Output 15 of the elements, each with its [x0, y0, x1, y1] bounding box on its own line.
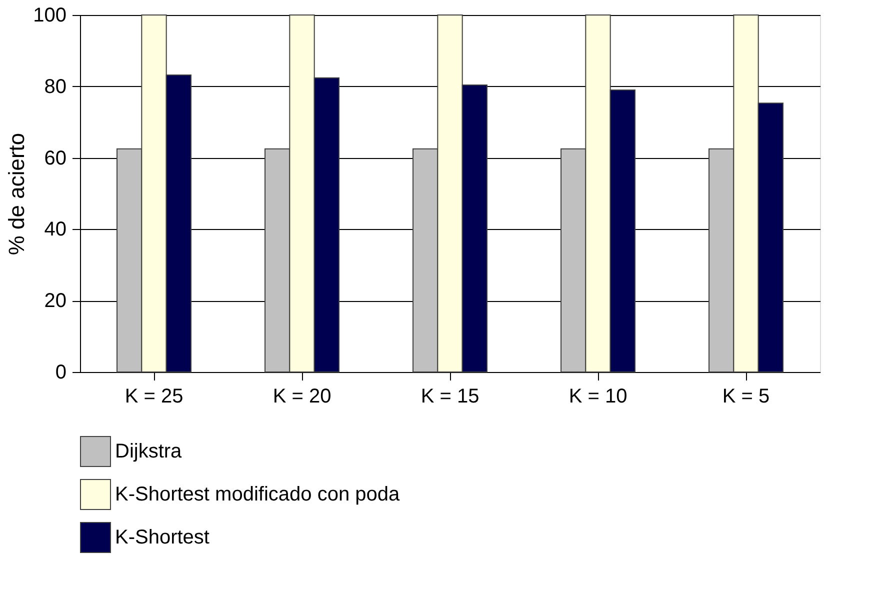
- y-tick-label: 40: [44, 218, 66, 241]
- y-tick-label: 100: [33, 4, 66, 26]
- y-tick-label: 0: [55, 362, 66, 384]
- legend-label: Dijkstra: [115, 440, 183, 462]
- legend-label: K-Shortest: [115, 526, 210, 548]
- x-tick-label: K = 20: [272, 386, 332, 408]
- x-tick-label: K = 5: [722, 386, 770, 408]
- x-tick-label: K = 15: [420, 386, 480, 408]
- legend-label: K-Shortest modificado con poda: [115, 484, 400, 506]
- y-tick-label: 20: [44, 290, 66, 312]
- y-tick-label: 60: [44, 147, 66, 170]
- x-tick-label: K = 25: [124, 386, 184, 408]
- x-tick-label: K = 10: [568, 386, 628, 408]
- y-axis-title: % de acierto: [4, 132, 30, 256]
- y-tick-label: 80: [44, 76, 66, 98]
